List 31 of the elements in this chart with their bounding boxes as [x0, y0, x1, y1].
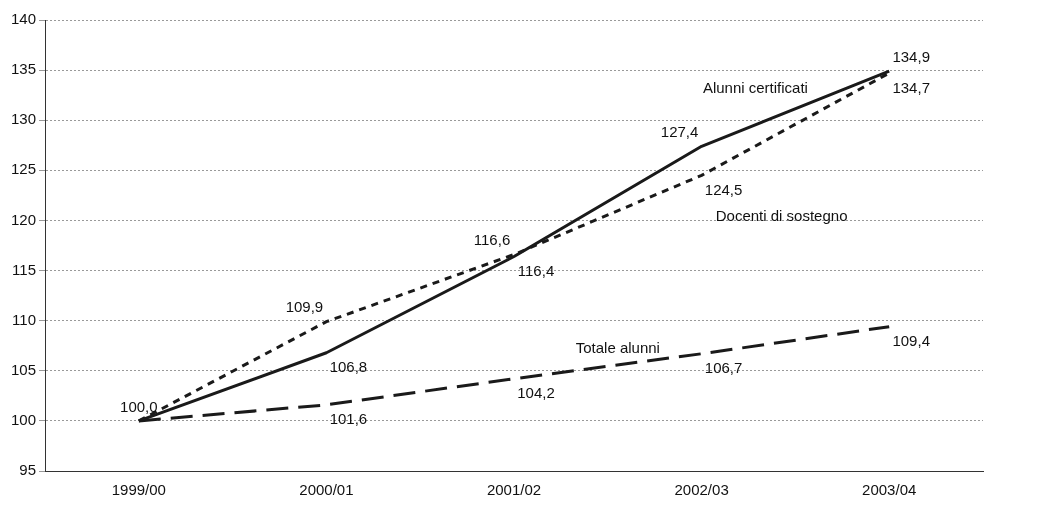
y-tick-label: 120	[11, 210, 37, 228]
text: Docenti di sostegno	[715, 206, 848, 224]
data-label: 124,5	[704, 180, 743, 198]
y-tick-label: 130	[11, 110, 37, 128]
x-tick-label: 2000/01	[299, 481, 354, 499]
data-label: 134,9	[892, 47, 930, 65]
data-label: 100,0	[120, 397, 158, 415]
y-tick-label: 135	[11, 60, 37, 78]
data-label: 109,9	[285, 298, 324, 316]
data-label: 116,6	[473, 231, 511, 249]
x-tick-label: 1999/00	[111, 481, 166, 499]
data-label: 116,4	[517, 262, 555, 280]
data-label: 134,7	[892, 78, 930, 96]
data-label: 104,2	[517, 384, 555, 402]
y-tick-label: 105	[11, 360, 37, 378]
y-tick-label: 110	[12, 310, 37, 328]
x-tick-label: 2003/04	[862, 481, 917, 499]
series-label: Alunni certificati	[702, 79, 808, 97]
y-tick-label: 140	[11, 10, 37, 28]
data-label: 101,6	[329, 410, 368, 428]
y-tick-label: 95	[19, 461, 37, 479]
data-label: 106,8	[329, 358, 368, 376]
data-label: 109,4	[892, 332, 930, 350]
x-tick-label: 2001/02	[486, 481, 542, 499]
data-label: 127,4	[660, 122, 699, 140]
x-tick-label: 2002/03	[674, 481, 729, 499]
y-tick-label: 125	[11, 160, 37, 178]
y-tick-label: 115	[12, 260, 37, 278]
series-label: Totale alunni	[575, 338, 660, 356]
data-label: 106,7	[704, 359, 743, 377]
y-tick-label: 100	[11, 411, 37, 429]
